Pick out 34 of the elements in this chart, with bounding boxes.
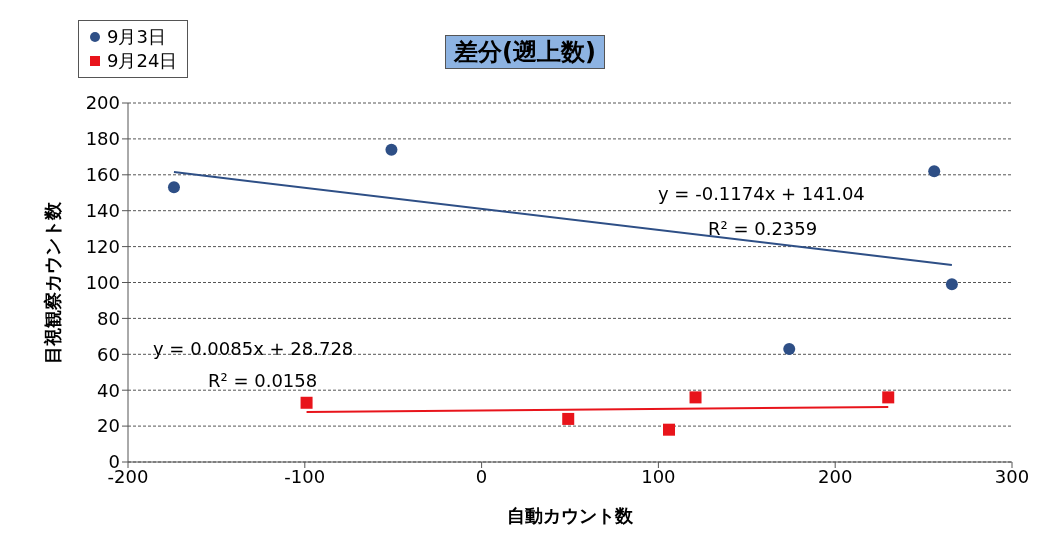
annotation: R² = 0.2359	[708, 218, 818, 239]
y-tick-label: 20	[97, 415, 120, 437]
annotation: y = 0.0085x + 28.728	[153, 338, 354, 359]
point	[945, 278, 958, 291]
x-tick-label: 0	[475, 465, 488, 487]
legend-label: 9月3日	[107, 25, 166, 49]
y-tick-label: 200	[85, 92, 120, 114]
y-tick-label: 80	[97, 307, 120, 329]
y-axis-title: 目視観察カウント数	[42, 200, 64, 364]
annotation: R² = 0.0158	[208, 370, 318, 391]
y-tick-label: 140	[85, 200, 120, 222]
chart-title: 差分(遡上数)	[445, 35, 605, 69]
point	[385, 143, 398, 156]
x-tick-label: 200	[818, 465, 853, 487]
point	[783, 342, 796, 355]
x-tick-label: -100	[284, 465, 326, 487]
point	[167, 181, 180, 194]
y-tick-label: 100	[85, 271, 120, 293]
legend-label: 9月24日	[107, 49, 178, 73]
y-tick-label: 120	[85, 235, 120, 257]
point	[928, 165, 941, 178]
x-axis-title: 自動カウント数	[507, 505, 634, 526]
point	[689, 391, 702, 404]
x-tick-label: 100	[641, 465, 676, 487]
point	[663, 423, 676, 436]
point	[300, 396, 313, 409]
y-tick-label: 60	[97, 343, 120, 365]
y-tick-label: 160	[85, 164, 120, 186]
point	[562, 412, 575, 425]
annotation: y = -0.1174x + 141.04	[658, 183, 865, 204]
x-tick-label: 300	[994, 465, 1030, 487]
y-tick-label: 180	[85, 128, 120, 150]
point	[882, 391, 895, 404]
y-tick-label: 40	[97, 379, 120, 401]
